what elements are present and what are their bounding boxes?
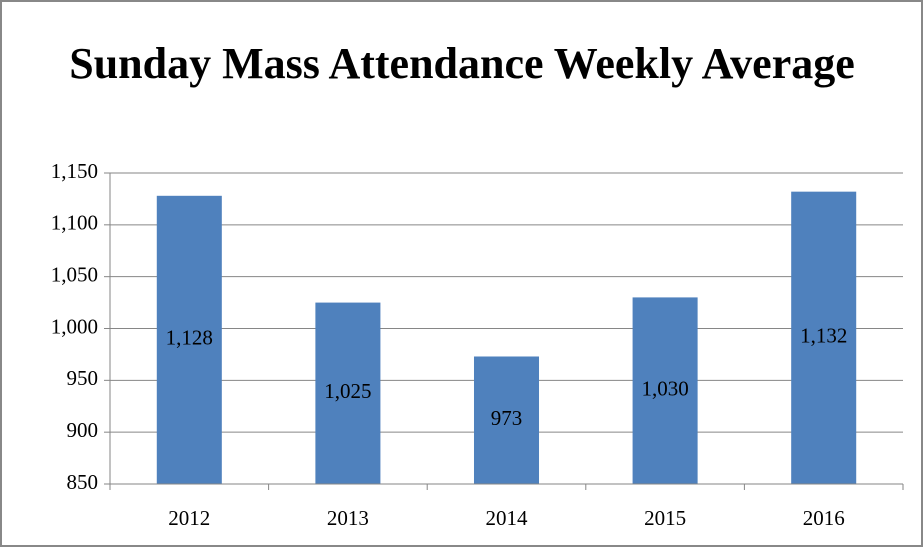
x-tick-label: 2013 [327, 506, 369, 530]
data-label: 1,132 [800, 324, 847, 348]
y-tick-label: 1,100 [51, 211, 98, 235]
bar [791, 191, 857, 484]
data-label: 1,025 [324, 379, 371, 403]
y-tick-label: 1,000 [51, 314, 98, 338]
x-tick-label: 2014 [486, 506, 529, 530]
bar [632, 297, 698, 484]
y-tick-label: 1,050 [51, 262, 98, 286]
y-tick-label: 1,150 [51, 159, 98, 183]
y-tick-label: 950 [67, 366, 99, 390]
data-label: 973 [491, 406, 523, 430]
y-tick-label: 850 [67, 470, 99, 494]
data-label: 1,128 [166, 326, 213, 350]
bar [473, 356, 540, 484]
y-tick-label: 900 [67, 418, 99, 442]
x-tick-label: 2016 [803, 506, 845, 530]
bar [156, 195, 222, 484]
bar [315, 302, 381, 484]
x-tick-label: 2012 [168, 506, 210, 530]
x-tick-label: 2015 [644, 506, 686, 530]
data-label: 1,030 [641, 377, 688, 401]
chart-title: Sunday Mass Attendance Weekly Average [69, 39, 855, 88]
